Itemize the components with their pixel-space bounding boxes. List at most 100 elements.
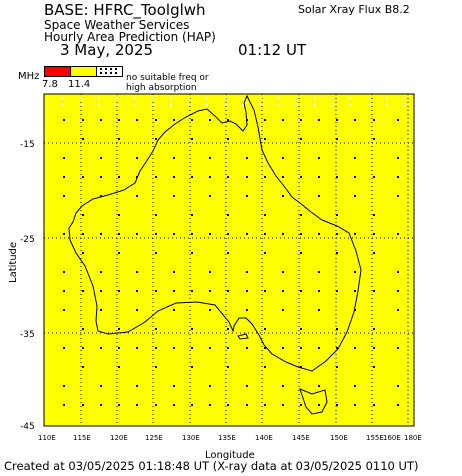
prediction-point <box>318 309 320 311</box>
prediction-point <box>136 404 138 406</box>
prediction-point <box>209 157 211 159</box>
lon-label-155: 155E <box>366 434 384 442</box>
white-point <box>206 97 208 99</box>
legend-swatch-none <box>96 66 123 77</box>
prediction-point <box>118 252 120 254</box>
prediction-point <box>63 233 65 235</box>
prediction-point <box>118 214 120 216</box>
white-point <box>368 104 370 106</box>
prediction-point <box>118 347 120 349</box>
white-point <box>350 104 352 106</box>
prediction-point <box>173 176 175 178</box>
prediction-point <box>354 309 356 311</box>
prediction-point <box>63 119 65 121</box>
prediction-point <box>191 119 193 121</box>
prediction-point <box>300 119 302 121</box>
prediction-point <box>282 176 284 178</box>
prediction-point <box>118 176 120 178</box>
prediction-point <box>155 176 157 178</box>
prediction-point <box>173 157 175 159</box>
prediction-point <box>246 233 248 235</box>
white-point <box>98 97 100 99</box>
lon-label-115: 115E <box>73 434 91 442</box>
lon-label-120: 120E <box>110 434 128 442</box>
white-point <box>116 97 118 99</box>
prediction-point <box>191 138 193 140</box>
prediction-point <box>336 252 338 254</box>
white-point <box>242 97 244 99</box>
prediction-point <box>118 366 120 368</box>
prediction-point <box>264 347 266 349</box>
prediction-point <box>373 138 375 140</box>
prediction-point <box>227 347 229 349</box>
prediction-point <box>155 404 157 406</box>
prediction-point <box>82 176 84 178</box>
white-point <box>386 97 388 99</box>
prediction-point <box>191 328 193 330</box>
prediction-point <box>155 328 157 330</box>
prediction-point <box>100 309 102 311</box>
prediction-point <box>300 347 302 349</box>
white-point <box>80 97 82 99</box>
prediction-point <box>118 328 120 330</box>
prediction-point <box>318 233 320 235</box>
white-point <box>188 104 190 106</box>
prediction-point <box>227 404 229 406</box>
prediction-point <box>318 119 320 121</box>
prediction-point <box>397 176 399 178</box>
prediction-point <box>373 214 375 216</box>
white-point <box>80 104 82 106</box>
prediction-point <box>282 347 284 349</box>
prediction-point <box>336 119 338 121</box>
prediction-point <box>100 347 102 349</box>
lat-label-45: -45 <box>20 422 35 432</box>
prediction-point <box>300 176 302 178</box>
lon-label-145: 145E <box>292 434 310 442</box>
lon-label-140: 140E <box>255 434 273 442</box>
prediction-point <box>246 404 248 406</box>
legend-dots-icon <box>100 68 117 74</box>
lon-labels: 110E 115E 120E 125E 130E 135E 140E 145E … <box>38 434 422 442</box>
white-point <box>242 104 244 106</box>
base-title: BASE: HFRC_Toolglwh <box>44 1 206 19</box>
prediction-point <box>155 119 157 121</box>
white-point <box>332 104 334 106</box>
prediction-point <box>173 119 175 121</box>
prediction-point <box>318 157 320 159</box>
prediction-point <box>191 366 193 368</box>
white-point <box>224 97 226 99</box>
white-point <box>260 97 262 99</box>
prediction-point <box>318 404 320 406</box>
prediction-point <box>155 347 157 349</box>
lat-label-35: -35 <box>20 330 35 340</box>
prediction-point <box>118 233 120 235</box>
prediction-point <box>373 176 375 178</box>
lon-label-150: 150E <box>330 434 348 442</box>
white-point <box>152 97 154 99</box>
white-point <box>116 104 118 106</box>
prediction-point <box>173 347 175 349</box>
prediction-point <box>227 214 229 216</box>
prediction-point <box>336 347 338 349</box>
prediction-point <box>63 195 65 197</box>
white-point <box>224 104 226 106</box>
prediction-point <box>397 195 399 197</box>
white-point <box>278 104 280 106</box>
prediction-point <box>246 195 248 197</box>
lon-label-180: 180E <box>404 434 422 442</box>
prediction-point <box>173 233 175 235</box>
prediction-point <box>63 309 65 311</box>
prediction-point <box>318 290 320 292</box>
prediction-point <box>209 233 211 235</box>
prediction-point <box>155 290 157 292</box>
prediction-point <box>63 176 65 178</box>
prediction-point <box>246 176 248 178</box>
prediction-point <box>82 404 84 406</box>
prediction-point <box>354 195 356 197</box>
prediction-point <box>82 252 84 254</box>
white-point <box>62 97 64 99</box>
prediction-point <box>191 347 193 349</box>
prediction-point <box>397 385 399 387</box>
